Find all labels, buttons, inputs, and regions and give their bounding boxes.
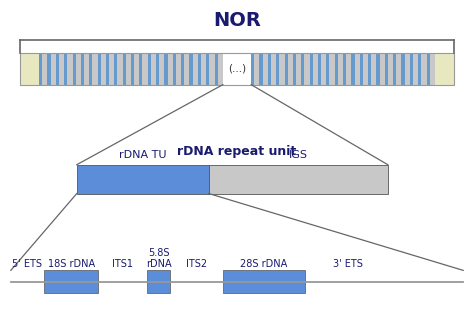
Bar [198, 53, 201, 85]
Bar [44, 270, 98, 293]
Bar [418, 53, 421, 85]
Bar [223, 270, 305, 293]
Bar [114, 53, 118, 85]
Bar [360, 53, 363, 85]
Bar [147, 270, 170, 293]
Bar [206, 53, 210, 85]
Bar [148, 53, 151, 85]
Bar [64, 53, 67, 85]
Text: rDNA TU: rDNA TU [119, 150, 166, 160]
Bar [393, 53, 396, 85]
Text: 5' ETS: 5' ETS [12, 259, 42, 269]
Text: 18S rDNA: 18S rDNA [47, 259, 95, 269]
Bar [190, 53, 192, 85]
Text: (...): (...) [228, 64, 246, 74]
Bar [139, 53, 143, 85]
Bar [20, 53, 454, 85]
Bar [368, 53, 371, 85]
Bar [56, 53, 59, 85]
Bar [181, 53, 184, 85]
Bar [318, 53, 321, 85]
Bar [251, 53, 254, 85]
Text: rDNA repeat unit: rDNA repeat unit [177, 145, 297, 158]
Bar [335, 53, 338, 85]
Bar [173, 53, 176, 85]
Bar [343, 53, 346, 85]
Bar [156, 53, 159, 85]
Bar [39, 53, 42, 85]
Bar [427, 53, 430, 85]
Bar [73, 53, 76, 85]
Bar [284, 53, 288, 85]
Bar [435, 53, 454, 85]
Bar [106, 53, 109, 85]
Text: ITS2: ITS2 [186, 259, 208, 269]
Bar [47, 53, 51, 85]
Bar [259, 53, 263, 85]
Bar [81, 53, 84, 85]
Text: NOR: NOR [213, 11, 261, 30]
Bar [77, 165, 209, 193]
Bar [276, 53, 279, 85]
Bar [251, 53, 435, 85]
Bar [268, 53, 271, 85]
Bar [20, 53, 39, 85]
Bar [215, 53, 218, 85]
Text: IGS: IGS [289, 150, 308, 160]
Bar [326, 53, 329, 85]
Bar [209, 165, 388, 193]
Bar [301, 53, 304, 85]
Bar [39, 53, 223, 85]
Text: 3' ETS: 3' ETS [333, 259, 363, 269]
Bar [410, 53, 413, 85]
Bar [131, 53, 134, 85]
Bar [401, 53, 405, 85]
Bar [351, 53, 355, 85]
Text: ITS1: ITS1 [112, 259, 134, 269]
Bar [123, 53, 126, 85]
Bar [164, 53, 167, 85]
Text: 5.8S
rDNA: 5.8S rDNA [146, 248, 172, 269]
Bar [98, 53, 100, 85]
Bar [385, 53, 388, 85]
Bar [89, 53, 92, 85]
Text: 28S rDNA: 28S rDNA [240, 259, 288, 269]
Bar [376, 53, 380, 85]
Bar [310, 53, 313, 85]
Bar [293, 53, 296, 85]
